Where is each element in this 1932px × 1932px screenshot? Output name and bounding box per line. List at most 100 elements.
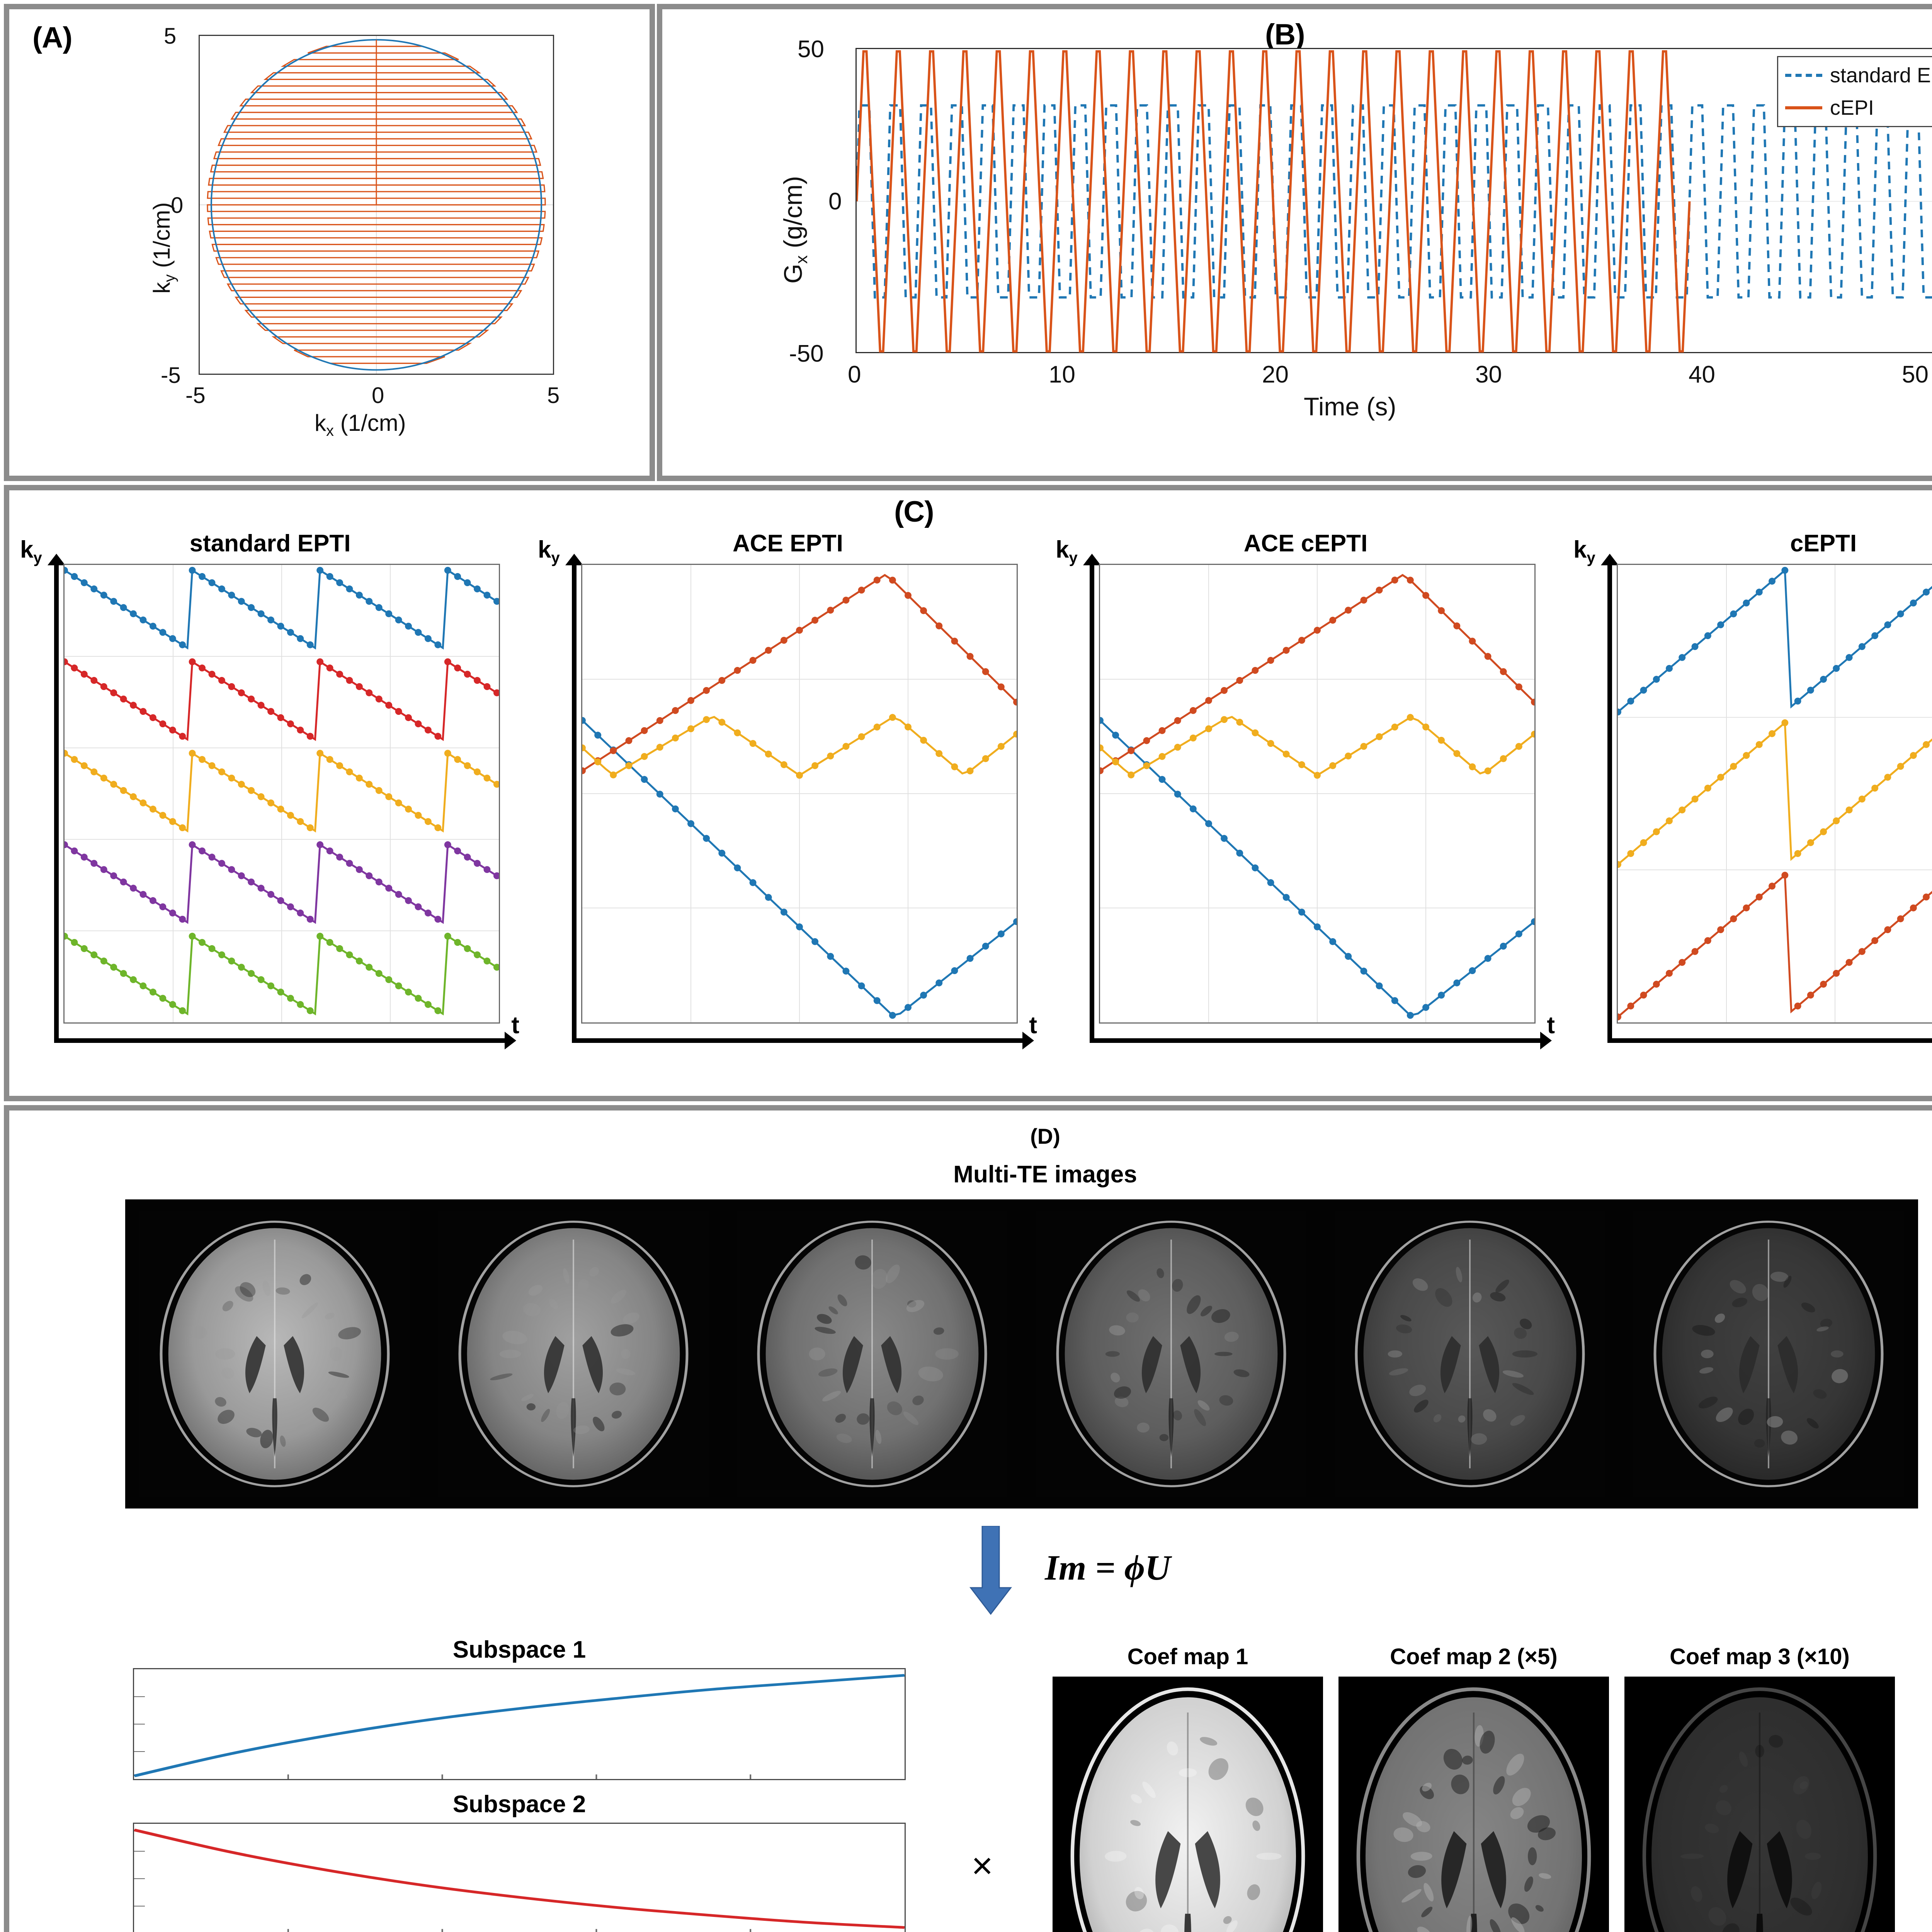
panel-c-xaxis-arrow-1 [572, 1038, 1024, 1043]
panel-c-subplot-ace-epti: ACE EPTI ky t [535, 506, 1041, 1078]
subspace-block-1: Subspace 1 [133, 1636, 906, 1780]
coef-map-svg-2 [1338, 1677, 1609, 1932]
brain-slice-image [1335, 1211, 1605, 1497]
multi-te-image-strip [125, 1199, 1918, 1509]
brain-slice-image [1036, 1211, 1306, 1497]
multi-te-images-title: Multi-TE images [9, 1161, 1932, 1188]
panel-b-xlabel: Time (s) [1304, 392, 1396, 421]
panel-a-ytick-5: 5 [164, 23, 176, 49]
panel-a-letter: (A) [32, 21, 72, 54]
multi-te-image-5 [1335, 1211, 1605, 1497]
panel-a-trajectory-svg [200, 36, 553, 374]
panel-c-t-label-1: t [1029, 1012, 1037, 1039]
panel-c-yaxis-arrow-3 [1607, 564, 1612, 1043]
subspace-equation: Im = ϕU [1045, 1547, 1170, 1588]
brain-slice-image [438, 1211, 709, 1497]
legend-label-standard-epi: standard EPI [1830, 63, 1932, 87]
panel-a-xtick-0: 0 [372, 383, 384, 408]
panel-a-plot: 5 0 -5 -5 0 5 ky (1/cm) [164, 23, 585, 406]
subspace-block-2: Subspace 2 [133, 1791, 906, 1932]
panel-a: (A) 5 0 -5 -5 0 5 ky (1/c [4, 4, 655, 481]
panel-b-legend: standard EPI cEPI [1777, 56, 1932, 127]
multi-te-image-2 [438, 1211, 709, 1497]
panel-c-yaxis-arrow-0 [54, 564, 59, 1043]
panel-c-xaxis-arrow-0 [54, 1038, 506, 1043]
panel-b-plot: 50 0 -50 standard EPI cEPI [732, 21, 1932, 465]
panel-c-axes-2 [1099, 564, 1536, 1024]
subspace-axes-2 [133, 1823, 906, 1932]
legend-item-standard-epi: standard EPI [1785, 63, 1932, 87]
panel-b-xtick-10: 10 [1049, 361, 1075, 388]
down-arrow-icon [968, 1526, 1014, 1615]
panel-c-axes-3 [1617, 564, 1932, 1024]
panel-b-ylabel: Gx (g/cm) [778, 176, 811, 284]
subplot-title-cepti: cEPTI [1570, 530, 1932, 557]
brain-slice-image [737, 1211, 1007, 1497]
panel-c-ky-label-3: ky [1573, 536, 1595, 566]
subplot-title-ace-cepti: ACE cEPTI [1053, 530, 1559, 557]
panel-c-ky-label-1: ky [538, 536, 560, 566]
figure-root: (A) 5 0 -5 -5 0 5 ky (1/c [0, 0, 1932, 1932]
coef-map-col-1: Coef map 1 [1053, 1644, 1323, 1932]
coef-map-title-2: Coef map 2 (×5) [1338, 1644, 1609, 1670]
panel-b-ytick-50: 50 [798, 36, 824, 63]
panel-b-axes: standard EPI cEPI [855, 48, 1932, 353]
legend-dash-icon [1785, 74, 1822, 77]
panel-c-ky-label-0: ky [20, 536, 42, 566]
subplot-title-standard-epti: standard EPTI [17, 530, 523, 557]
panel-c-axes-0 [63, 564, 500, 1024]
panel-c-subplot-standard-epti: standard EPTI ky t [17, 506, 523, 1078]
subspace-curves-group: Subspace 1 Subspace 2 Subspace 3 t [125, 1636, 937, 1932]
subplot-title-ace-epti: ACE EPTI [535, 530, 1041, 557]
legend-item-cepi: cEPI [1785, 96, 1932, 120]
panel-c-yaxis-arrow-2 [1090, 564, 1094, 1043]
panel-c-axes-1 [581, 564, 1018, 1024]
panel-b-xtick-20: 20 [1262, 361, 1289, 388]
coef-map-image-3 [1624, 1677, 1895, 1932]
coef-maps-group: Coef map 1 Coef map 2 (×5) Coef map 3 (×… [1053, 1644, 1932, 1932]
panel-c-trajectory-svg-1 [582, 565, 1017, 1022]
panel-c-trajectory-svg-3 [1618, 565, 1932, 1022]
coef-map-col-3: Coef map 3 (×10) [1624, 1644, 1895, 1932]
panel-c-trajectory-svg-0 [65, 565, 499, 1022]
subspace-curve-svg-2 [134, 1824, 905, 1932]
panel-c-yaxis-arrow-1 [572, 564, 577, 1043]
panel-b-ytick-0: 0 [828, 188, 842, 215]
legend-label-cepi: cEPI [1830, 96, 1874, 120]
panel-c-subplot-cepti: cEPTI ky t [1570, 506, 1932, 1078]
panel-a-axes [199, 35, 554, 375]
panel-c-t-label-0: t [511, 1012, 519, 1039]
panel-b-xtick-40: 40 [1689, 361, 1715, 388]
panel-a-xtick-neg5: -5 [185, 383, 206, 408]
subspace-title-2: Subspace 2 [133, 1791, 906, 1818]
coef-map-col-2: Coef map 2 (×5) [1338, 1644, 1609, 1932]
brain-slice-image [139, 1211, 410, 1497]
multi-te-image-6 [1633, 1211, 1904, 1497]
panel-c-t-label-2: t [1547, 1012, 1555, 1039]
multi-te-image-1 [139, 1211, 410, 1497]
panel-a-xtick-5: 5 [547, 383, 560, 408]
panel-a-ytick-neg5: -5 [161, 362, 181, 388]
panel-b: (B) 50 0 -50 standard EPI [657, 4, 1932, 481]
panel-b-ytick-neg50: -50 [789, 340, 824, 367]
subspace-curve-svg-1 [134, 1669, 905, 1779]
coef-map-image-2 [1338, 1677, 1609, 1932]
panel-b-xtick-0: 0 [848, 361, 861, 388]
coef-map-title-3: Coef map 3 (×10) [1624, 1644, 1895, 1670]
subspace-title-1: Subspace 1 [133, 1636, 906, 1663]
coef-map-svg-3 [1624, 1677, 1895, 1932]
panel-c-ky-label-2: ky [1056, 536, 1078, 566]
multiply-symbol: × [971, 1845, 993, 1887]
legend-solid-icon [1785, 106, 1822, 109]
panel-a-xlabel: kx (1/cm) [315, 410, 406, 440]
coef-map-title-1: Coef map 1 [1053, 1644, 1323, 1670]
panel-c-xaxis-arrow-3 [1607, 1038, 1932, 1043]
panel-c-subplot-ace-cepti: ACE cEPTI ky t [1053, 506, 1559, 1078]
coef-map-image-1 [1053, 1677, 1323, 1932]
panel-d-letter: (D) [9, 1124, 1932, 1149]
panel-b-waveform-svg [857, 49, 1932, 354]
panel-c-xaxis-arrow-2 [1090, 1038, 1542, 1043]
panel-a-ylabel: ky (1/cm) [148, 202, 179, 294]
panel-b-xtick-30: 30 [1475, 361, 1502, 388]
panel-b-xtick-50: 50 [1902, 361, 1929, 388]
